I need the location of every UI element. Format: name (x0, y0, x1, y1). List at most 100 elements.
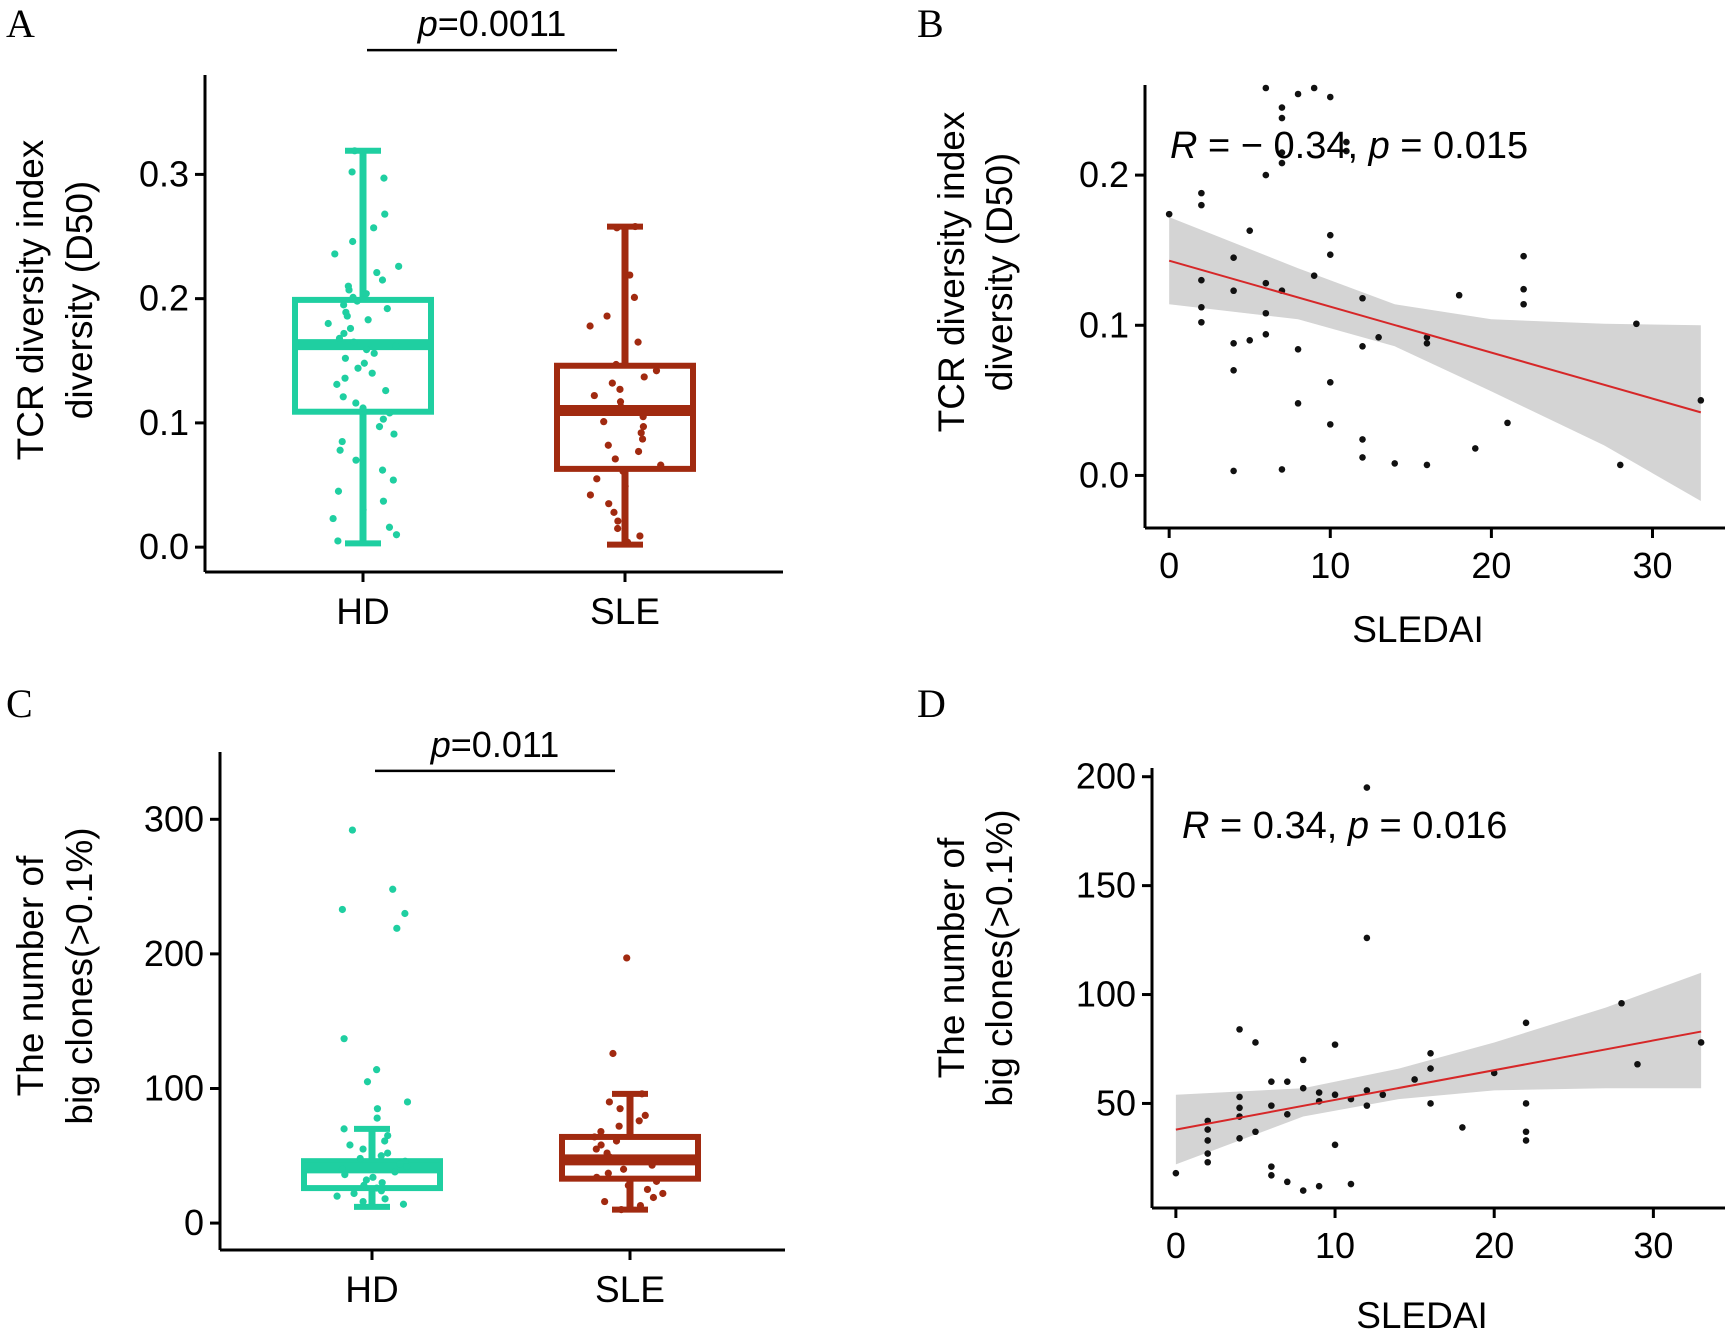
panel-d-point (1236, 1134, 1243, 1142)
panel-b-point (1310, 272, 1318, 280)
panel-c-sle-point (592, 1145, 600, 1153)
panel-b-point (1520, 300, 1527, 308)
panel-c-pvalue-text: p=0.011 (430, 724, 559, 765)
panel-c-sle-point (636, 1201, 645, 1210)
panel-a-ytick-label: 0.2 (139, 278, 189, 319)
panel-c-ytick-label: 200 (144, 933, 204, 974)
panel-a-hd-point (378, 276, 387, 284)
panel-a-sle-point (590, 391, 598, 400)
panel-c-hd-point (362, 1176, 370, 1184)
panel-a-sle-point (586, 322, 594, 330)
panel-a-hd-point (379, 497, 388, 505)
panel-a-hd-point (352, 456, 360, 464)
panel-a-hd-point (346, 324, 355, 333)
panel-a-hd-point (351, 147, 359, 155)
panel-b-point (1198, 318, 1205, 326)
panel-b-point (1278, 159, 1286, 167)
panel-d-point (1236, 1026, 1243, 1033)
panel-c-hd-point (350, 1189, 358, 1198)
panel-c-hd-point (377, 1152, 385, 1160)
panel-d-point (1331, 1091, 1339, 1099)
panel-a-sle-point (640, 373, 648, 381)
panel-b-point (1423, 461, 1431, 469)
panel-c-sle-point (641, 1111, 649, 1120)
panel-d-point (1315, 1182, 1323, 1190)
panel-d-confidence-band (1175, 972, 1702, 1165)
panel-c-ylabel-line2: big clones(>0.1%) (59, 827, 100, 1124)
panel-c-hd-point (384, 1131, 392, 1140)
panel-c-hd-point (373, 1105, 382, 1113)
panel-b-point (1278, 114, 1286, 122)
panel-a-hd-point (383, 304, 391, 313)
panel-a-sle-point (626, 271, 634, 279)
panel-c-hd-box (301, 1158, 443, 1192)
panel-c-sle-point (612, 1137, 621, 1145)
panel-d-point (1236, 1104, 1243, 1112)
panel-a-hd-point (338, 437, 346, 446)
panel-b-ytick-label: 0.2 (1079, 154, 1129, 195)
panel-c-sle-point (597, 1127, 605, 1136)
panel-d-ylabel-line1: The number of (931, 837, 972, 1078)
panel-d-point (1522, 1100, 1530, 1107)
panel-b-point (1391, 460, 1399, 467)
panel-d-point (1379, 1091, 1387, 1099)
panel-c-hd-point (359, 1197, 367, 1206)
panel-c-hd-point (373, 1114, 381, 1122)
panel-b-point (1326, 93, 1334, 101)
panel-a-sle-point (611, 455, 619, 463)
panel-a-sle-point (610, 508, 618, 516)
panel-c-sle-point (649, 1193, 658, 1202)
panel-a-hd-box (292, 296, 434, 415)
panel-b-confidence-band (1169, 217, 1701, 501)
panel-a-hd-point (392, 342, 400, 350)
panel-b-fit-line (1168, 259, 1702, 414)
panel-a-sle-point (634, 338, 642, 346)
panel-d-xlabel: SLEDAI (1356, 1295, 1488, 1336)
panel-a-hd-point (359, 506, 367, 514)
panel-b-point (1326, 421, 1334, 428)
panel-b-point (1294, 345, 1302, 353)
panel-d-point (1411, 1076, 1418, 1083)
panel-c-ytick-label: 0 (184, 1202, 204, 1243)
panel-a-hd-point (382, 386, 390, 395)
panel-d-point (1268, 1172, 1275, 1179)
panel-b: B TCR diversity index diversity (D50) SL… (917, 1, 1725, 650)
panel-c-hd-point (338, 905, 346, 914)
panel-d-point (1268, 1078, 1275, 1085)
panel-d-xtick-label: 10 (1315, 1225, 1355, 1266)
panel-c-hd-point (403, 1162, 411, 1171)
panel-b-point (1278, 149, 1286, 156)
panel-a-hd-point (392, 531, 401, 539)
panel-d-point (1522, 1019, 1530, 1027)
panel-c-hd-point (401, 909, 409, 918)
panel-b-point (1230, 367, 1237, 374)
panel-b-point (1343, 147, 1350, 155)
panel-d-point (1204, 1158, 1212, 1166)
panel-a-hd-point (386, 409, 394, 417)
panel-a-hd-point (335, 334, 344, 343)
panel-c-hd-point (373, 1066, 381, 1074)
panel-c-sle-point (624, 1181, 632, 1189)
panel-d-correlation-annotation: R = 0.34, p = 0.016 (1182, 805, 1507, 847)
panel-a-sle-point (586, 491, 595, 499)
panel-b-point (1359, 436, 1366, 443)
panel-a-sle-point (600, 418, 608, 426)
panel-c-sle-point (593, 1173, 601, 1181)
panel-d-point (1315, 1089, 1323, 1096)
panel-d-point (1697, 1039, 1705, 1046)
panel-d-point (1427, 1050, 1434, 1057)
panel-d-ytick-label: 200 (1076, 756, 1136, 797)
panel-c-sle-point (609, 1049, 617, 1058)
panel-a-hd-point (375, 423, 384, 431)
panel-d-point (1331, 1141, 1339, 1149)
panel-c-hd-point (377, 1187, 386, 1195)
panel-d-point (1204, 1150, 1212, 1157)
panel-a-sle-point (638, 435, 647, 443)
panel-b-xlabel: SLEDAI (1352, 609, 1484, 650)
panel-a-hd-point (350, 338, 358, 346)
panel-c-hd-point (369, 1173, 377, 1181)
panel-c-sle-point (615, 1122, 623, 1130)
panel-d-point (1427, 1065, 1434, 1072)
panel-a-sle-point (603, 312, 611, 320)
panel-d-ytick-label: 50 (1096, 1082, 1136, 1123)
